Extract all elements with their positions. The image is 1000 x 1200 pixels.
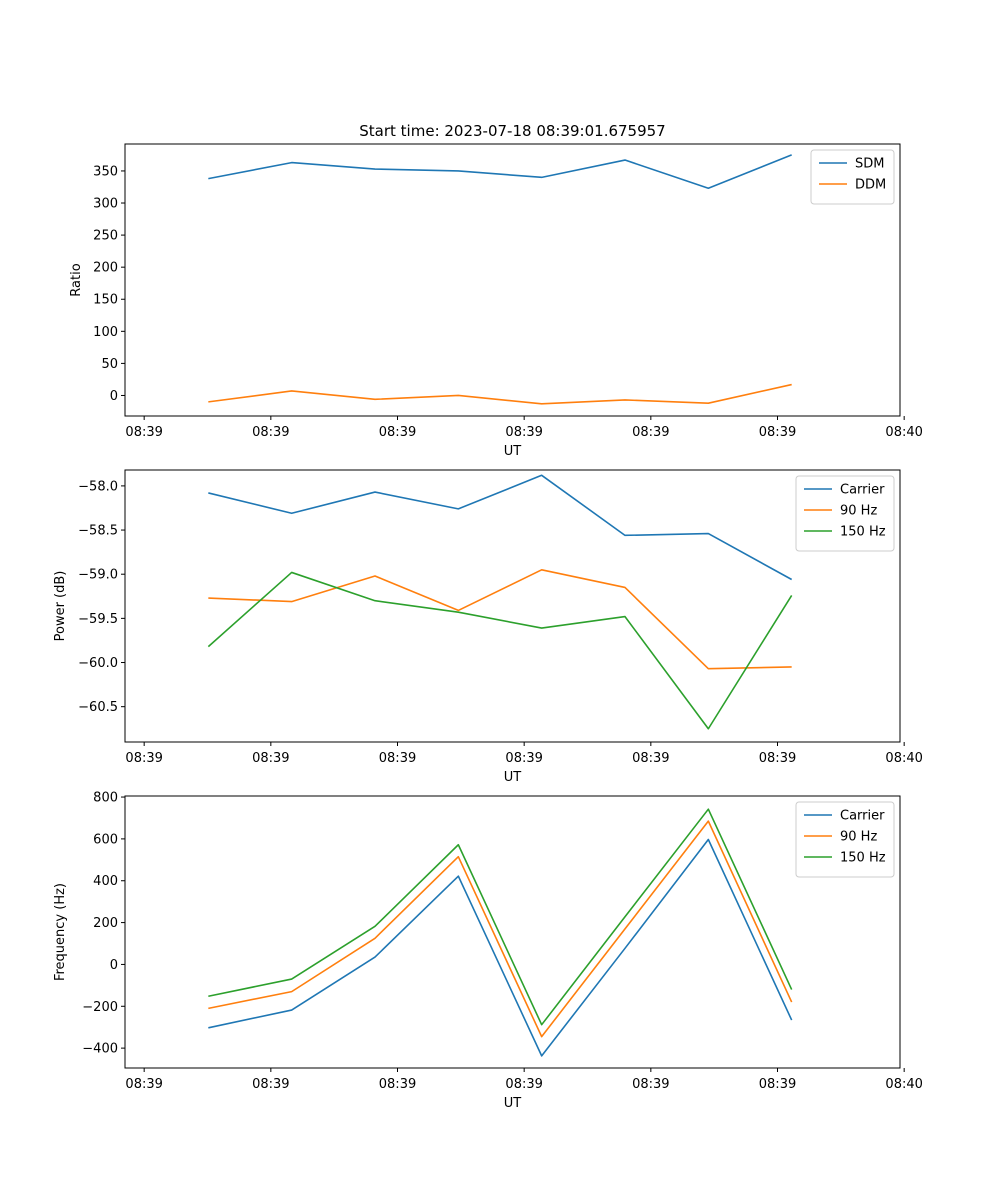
ratio-axes-frame [124, 143, 901, 417]
power-legend-label: Carrier [840, 483, 885, 498]
frequency-series-line-90-hz [208, 820, 793, 1038]
frequency-y-tick-label: −400 [82, 1042, 118, 1057]
power-x-tick-label: 08:39 [505, 751, 542, 766]
frequency-x-tick-label: 08:39 [632, 1077, 669, 1092]
power-panel: 08:39 08:39 08:39 08:39 08:39 08:39 08:40 −58.0… [53, 469, 923, 785]
frequency-y-tick-label: −200 [82, 1000, 118, 1015]
frequency-y-tick-label: 600 [93, 832, 118, 847]
power-y-tick-label: −60.0 [78, 656, 118, 671]
ratio-x-tick-label: 08:39 [379, 425, 416, 440]
ratio-x-tick-label: 08:39 [505, 425, 542, 440]
ratio-y-tick-label: 300 [93, 197, 118, 212]
frequency-x-tick-label: 08:39 [505, 1077, 542, 1092]
power-y-axis-label: Power (dB) [53, 571, 68, 642]
frequency-axes-frame [124, 795, 901, 1069]
ratio-y-tick-label: 100 [93, 325, 118, 340]
ratio-y-axis-label: Ratio [69, 263, 84, 296]
power-y-tick-label: −59.0 [78, 568, 118, 583]
frequency-x-tick-label: 08:39 [379, 1077, 416, 1092]
ratio-x-tick-label: 08:39 [252, 425, 289, 440]
power-series-line-90-hz [208, 568, 792, 670]
frequency-x-tick-label: 08:40 [885, 1077, 922, 1092]
ratio-y-tick-label: 350 [93, 164, 118, 179]
frequency-y-tick-label: 0 [110, 958, 118, 973]
frequency-y-axis-label: Frequency (Hz) [53, 883, 68, 981]
ratio-legend-label: DDM [855, 178, 886, 193]
frequency-x-axis-label: UT [504, 1096, 522, 1111]
power-x-tick-label: 08:39 [379, 751, 416, 766]
frequency-y-tick-label: 200 [93, 916, 118, 931]
frequency-y-tick-label: 800 [93, 791, 118, 806]
power-x-tick-label: 08:40 [885, 751, 922, 766]
frequency-y-tick-label: 400 [93, 874, 118, 889]
power-y-tick-label: −60.5 [78, 700, 118, 715]
power-legend [795, 475, 895, 552]
power-x-tick-label: 08:39 [125, 751, 162, 766]
frequency-series-line-carrier [208, 838, 793, 1057]
power-x-axis-label: UT [504, 770, 522, 785]
power-x-tick-label: 08:39 [252, 751, 289, 766]
power-y-tick-label: −59.5 [78, 612, 118, 627]
frequency-x-tick-label: 08:39 [759, 1077, 796, 1092]
ratio-legend-label: SDM [855, 157, 884, 172]
frequency-legend-label: 90 Hz [840, 830, 877, 845]
ratio-y-tick-label: 250 [93, 229, 118, 244]
ratio-y-tick-label: 150 [93, 293, 118, 308]
ratio-y-tick-label: 200 [93, 261, 118, 276]
ratio-x-tick-label: 08:39 [125, 425, 162, 440]
frequency-x-tick-label: 08:39 [252, 1077, 289, 1092]
ratio-x-tick-label: 08:39 [759, 425, 796, 440]
frequency-legend-label: Carrier [840, 809, 885, 824]
ratio-series-line-ddm [208, 383, 792, 405]
ratio-panel: 08:39 08:39 08:39 08:39 08:39 08:39 08:40 0 50 10… [69, 143, 923, 459]
power-y-tick-label: −58.0 [78, 479, 118, 494]
frequency-legend-label: 150 Hz [840, 851, 886, 866]
ratio-x-tick-label: 08:40 [885, 425, 922, 440]
frequency-panel: 08:39 08:39 08:39 08:39 08:39 08:39 08:40 −400 −… [53, 791, 923, 1111]
frequency-legend [795, 801, 895, 878]
ratio-x-axis-label: UT [504, 444, 522, 459]
power-legend-label: 150 Hz [840, 525, 886, 540]
power-series-line-carrier [208, 474, 793, 581]
ratio-x-tick-label: 08:39 [632, 425, 669, 440]
power-x-tick-label: 08:39 [632, 751, 669, 766]
ratio-y-tick-label: 50 [101, 357, 118, 372]
frequency-x-tick-label: 08:39 [125, 1077, 162, 1092]
frequency-series-line-150-hz [208, 808, 793, 1026]
power-x-tick-label: 08:39 [759, 751, 796, 766]
ratio-series-line-sdm [208, 154, 792, 190]
figure-title: Start time: 2023-07-18 08:39:01.675957 [359, 122, 665, 140]
power-legend-label: 90 Hz [840, 504, 877, 519]
power-axes-frame [124, 469, 901, 743]
power-series-line-150-hz [207, 571, 793, 730]
ratio-y-tick-label: 0 [110, 389, 118, 404]
power-y-tick-label: −58.5 [78, 524, 118, 539]
